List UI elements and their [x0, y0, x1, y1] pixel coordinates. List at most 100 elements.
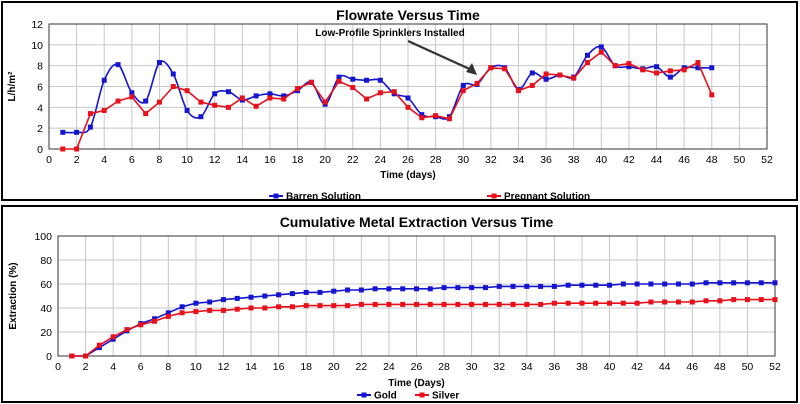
x-tick-label: 12 — [209, 154, 221, 166]
x-tick-label: 44 — [659, 361, 671, 373]
data-point — [377, 90, 383, 96]
flowrate-chart-panel: Flowrate Versus Time 0 2 4 6 8 10 12 14 16 18 20 22 2… — [1, 1, 798, 201]
data-point — [156, 99, 162, 105]
y-axis-label: L/h/m² — [7, 71, 18, 102]
data-point — [143, 98, 149, 104]
data-point — [350, 85, 356, 91]
data-point — [695, 60, 701, 66]
data-point — [165, 313, 171, 319]
data-point — [69, 353, 75, 359]
y-tick-label: 4 — [37, 102, 43, 114]
data-point — [496, 301, 502, 307]
data-point — [662, 299, 668, 305]
data-point — [115, 62, 121, 68]
legend-label: Barren Solution — [286, 192, 361, 200]
x-tick-label: 12 — [218, 361, 230, 373]
series-line-1 — [71, 298, 775, 357]
data-point — [170, 84, 176, 89]
data-point — [543, 76, 549, 82]
chart-title: Cumulative Metal Extraction Versus Time — [280, 214, 554, 230]
data-point — [303, 303, 309, 309]
data-point — [502, 66, 508, 72]
data-point — [179, 304, 185, 310]
data-point — [276, 292, 282, 298]
data-point — [129, 94, 135, 100]
extraction-chart-panel: Cumulative Metal Extraction Versus Time 0… — [1, 205, 798, 403]
data-point — [460, 82, 466, 88]
data-point — [391, 89, 397, 95]
data-point — [289, 291, 295, 297]
data-point — [612, 63, 618, 69]
data-point — [510, 283, 516, 289]
x-tick-label: 24 — [383, 361, 395, 373]
x-tick-label: 46 — [678, 154, 690, 166]
x-tick-label: 6 — [129, 154, 135, 166]
series-line-0 — [71, 282, 775, 357]
y-tick-label: 20 — [40, 327, 52, 339]
data-point — [101, 107, 107, 113]
data-point — [212, 91, 218, 97]
data-point — [482, 285, 488, 291]
data-point — [276, 304, 282, 310]
x-tick-label: 36 — [540, 154, 552, 166]
data-point — [640, 67, 646, 73]
data-point — [101, 77, 107, 83]
data-point — [557, 72, 563, 78]
x-tick-label: 14 — [236, 154, 248, 166]
data-point — [565, 300, 571, 306]
x-tick-label: 16 — [264, 154, 276, 166]
data-point — [496, 283, 502, 289]
x-tick-label: 20 — [328, 361, 340, 373]
x-tick-label: 18 — [292, 154, 304, 166]
plot-area — [57, 235, 776, 357]
data-point — [124, 327, 130, 333]
data-point — [598, 44, 604, 50]
data-point — [115, 98, 121, 104]
x-tick-label: 26 — [411, 361, 423, 373]
x-tick-label: 40 — [595, 154, 607, 166]
data-point — [585, 52, 590, 58]
y-tick-label: 2 — [37, 123, 43, 135]
data-point — [648, 299, 654, 305]
data-point — [303, 289, 309, 295]
data-point — [585, 60, 590, 66]
x-tick-label: 28 — [438, 361, 450, 373]
data-point — [207, 307, 213, 313]
x-axis-label: Time (Days) — [388, 378, 445, 389]
data-point — [654, 64, 660, 70]
data-point — [579, 300, 585, 306]
data-point — [74, 129, 80, 135]
data-point — [295, 86, 301, 92]
data-point — [308, 79, 314, 85]
data-point — [427, 301, 433, 307]
data-point — [427, 286, 433, 292]
series-line-0 — [62, 45, 712, 134]
y-tick-label: 60 — [40, 279, 52, 291]
data-point — [419, 115, 425, 121]
data-point — [262, 293, 268, 299]
data-point — [193, 309, 199, 315]
data-point — [524, 283, 530, 289]
data-point — [565, 282, 571, 288]
data-point — [598, 49, 604, 55]
data-point — [281, 93, 287, 99]
data-point — [717, 298, 723, 304]
data-point — [198, 114, 204, 120]
data-point — [372, 301, 378, 307]
legend-label: Gold — [374, 391, 397, 402]
data-point — [441, 301, 447, 307]
data-point — [317, 303, 323, 309]
data-point — [543, 71, 549, 77]
data-point — [419, 112, 425, 118]
x-tick-label: 52 — [769, 361, 781, 373]
x-tick-label: 28 — [430, 154, 442, 166]
data-point — [662, 281, 668, 287]
data-point — [538, 301, 544, 307]
data-point — [469, 285, 475, 291]
data-point — [248, 305, 254, 311]
x-tick-label: 4 — [110, 361, 116, 373]
data-point — [87, 124, 93, 130]
data-point — [152, 318, 158, 324]
data-point — [358, 301, 364, 307]
